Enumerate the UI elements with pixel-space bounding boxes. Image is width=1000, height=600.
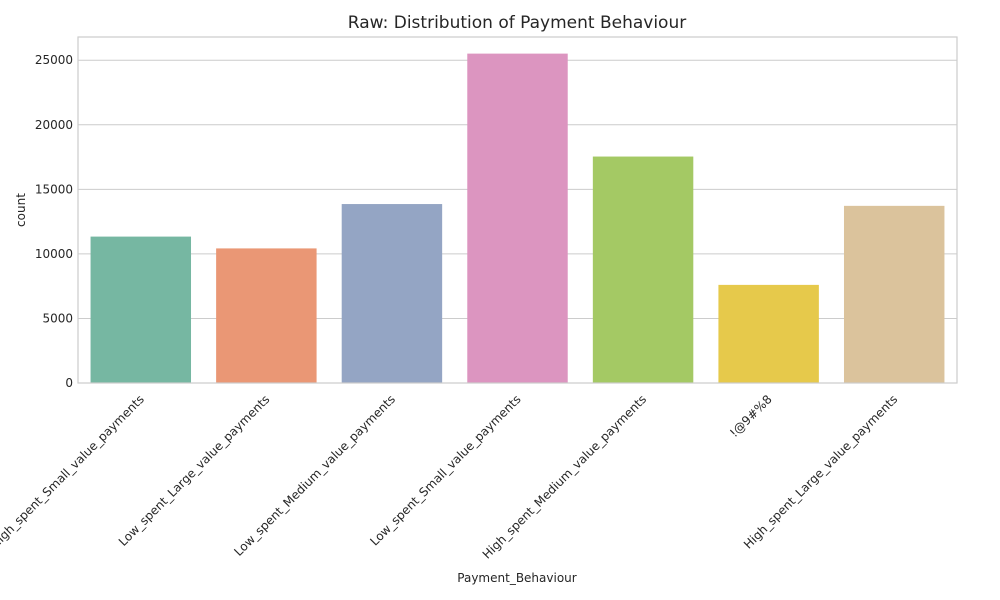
y-tick-label: 0 — [65, 376, 73, 390]
y-axis-label: count — [14, 193, 28, 227]
y-tick-label: 20000 — [35, 118, 73, 132]
x-tick-label: Low_spent_Large_value_payments — [116, 392, 273, 549]
x-axis-label: Payment_Behaviour — [457, 571, 576, 585]
y-tick-label: 15000 — [35, 182, 73, 196]
bar-2 — [341, 204, 443, 383]
plot-frame — [77, 36, 958, 384]
bar-3 — [467, 53, 568, 383]
x-tick-label: High_spent_Small_value_payments — [0, 392, 147, 551]
bar-4 — [592, 156, 694, 383]
y-tick-label: 25000 — [35, 53, 73, 67]
x-tick-labels: High_spent_Small_value_paymentsLow_spent… — [0, 392, 900, 561]
bar-5 — [718, 284, 819, 383]
chart-title: Raw: Distribution of Payment Behaviour — [348, 13, 686, 33]
bar-0 — [90, 236, 192, 383]
x-tick-label: Low_spent_Small_value_payments — [367, 392, 523, 548]
bar-6 — [843, 205, 945, 383]
x-tick-label: High_spent_Large_value_payments — [741, 392, 900, 551]
y-tick-label: 5000 — [42, 311, 73, 325]
bar-1 — [216, 248, 317, 383]
bars — [90, 53, 945, 383]
y-tick-labels: 0 5000 10000 15000 20000 25000 — [35, 53, 73, 390]
x-tick-label: !@9#%8 — [727, 392, 775, 440]
y-tick-label: 10000 — [35, 247, 73, 261]
